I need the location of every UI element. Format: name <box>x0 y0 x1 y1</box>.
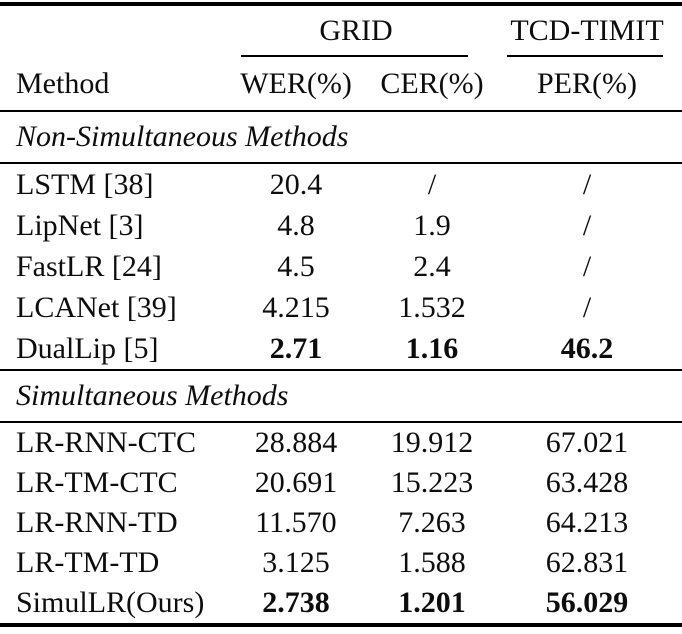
method-cell: FastLR [24] <box>16 249 162 283</box>
section-title-simultaneous: Simultaneous Methods <box>16 379 289 412</box>
method-cell: LR-TM-CTC <box>16 466 178 499</box>
per-cell: / <box>582 290 592 324</box>
cer-header: CER(%) <box>380 66 484 100</box>
wer-cell: 11.570 <box>255 506 337 539</box>
wer-cell: 3.125 <box>262 546 330 579</box>
column-header-row: Method WER(%) CER(%) PER(%) <box>0 57 682 110</box>
table-row: FastLR [24] 4.5 2.4 / <box>0 246 682 287</box>
method-cell: DualLip [5] <box>16 331 159 365</box>
cer-cell: 1.16 <box>405 331 459 365</box>
method-header: Method <box>16 66 110 100</box>
method-cell: LR-TM-TD <box>16 546 160 579</box>
cer-cell: / <box>427 167 437 201</box>
table-row: LR-RNN-CTC 28.884 19.912 67.021 <box>0 423 682 463</box>
wer-cell: 28.884 <box>254 426 338 459</box>
table-row: LR-RNN-TD 11.570 7.263 64.213 <box>0 503 682 543</box>
cer-cell: 1.532 <box>398 290 466 324</box>
section-title-non-simultaneous: Non-Simultaneous Methods <box>16 120 349 153</box>
section-rule <box>0 162 682 164</box>
table-row: DualLip [5] 2.71 1.16 46.2 <box>0 328 682 369</box>
header-bottom-rule <box>0 110 682 112</box>
per-cell: 46.2 <box>560 331 614 365</box>
method-cell: LSTM [38] <box>16 167 154 201</box>
cer-cell: 2.4 <box>413 249 451 283</box>
section-rule <box>0 421 682 423</box>
column-group-grid: GRID <box>319 13 393 47</box>
cer-cell: 15.223 <box>390 466 474 499</box>
table-row: LR-TM-CTC 20.691 15.223 63.428 <box>0 463 682 503</box>
section-divider-rule <box>0 369 682 371</box>
method-cell: LR-RNN-TD <box>16 506 178 539</box>
wer-cell: 2.738 <box>262 586 330 619</box>
column-group-header-row: GRID TCD-TIMIT <box>0 6 682 55</box>
table-row: LipNet [3] 4.8 1.9 / <box>0 205 682 246</box>
wer-cell: 20.691 <box>254 466 338 499</box>
non-simultaneous-rows: LSTM [38] 20.4 / / LipNet [3] 4.8 1.9 / … <box>0 164 682 369</box>
cer-cell: 7.263 <box>398 506 466 539</box>
per-cell: / <box>582 208 592 242</box>
table-row: LR-TM-TD 3.125 1.588 62.831 <box>0 543 682 583</box>
method-cell: LR-RNN-CTC <box>16 426 196 459</box>
tcd-timit-cmidrule <box>507 55 663 57</box>
top-rule <box>0 2 682 6</box>
cmidrule-row <box>0 55 682 57</box>
wer-cell: 4.8 <box>277 208 315 242</box>
wer-cell: 4.215 <box>262 290 330 324</box>
per-cell: 62.831 <box>545 546 629 579</box>
per-header: PER(%) <box>537 66 637 100</box>
wer-header: WER(%) <box>240 66 352 100</box>
wer-cell: 20.4 <box>269 167 323 201</box>
wer-cell: 2.71 <box>269 331 323 365</box>
per-cell: / <box>582 167 592 201</box>
column-group-tcd-timit: TCD-TIMIT <box>510 13 664 47</box>
cer-cell: 1.9 <box>413 208 451 242</box>
per-cell: 64.213 <box>545 506 629 539</box>
table-row: LSTM [38] 20.4 / / <box>0 164 682 205</box>
table-row: LCANet [39] 4.215 1.532 / <box>0 287 682 328</box>
method-cell: SimulLR(Ours) <box>16 586 205 619</box>
method-cell: LCANet [39] <box>16 290 177 324</box>
cer-cell: 19.912 <box>390 426 474 459</box>
simultaneous-rows: LR-RNN-CTC 28.884 19.912 67.021 LR-TM-CT… <box>0 423 682 623</box>
table-row: SimulLR(Ours) 2.738 1.201 56.029 <box>0 583 682 623</box>
cer-cell: 1.588 <box>398 546 466 579</box>
grid-cmidrule <box>241 55 468 57</box>
per-cell: 67.021 <box>545 426 629 459</box>
bottom-rule <box>0 623 682 627</box>
method-cell: LipNet [3] <box>16 208 144 242</box>
per-cell: 56.029 <box>545 586 629 619</box>
per-cell: / <box>582 249 592 283</box>
per-cell: 63.428 <box>545 466 629 499</box>
wer-cell: 4.5 <box>277 249 315 283</box>
cer-cell: 1.201 <box>398 586 466 619</box>
